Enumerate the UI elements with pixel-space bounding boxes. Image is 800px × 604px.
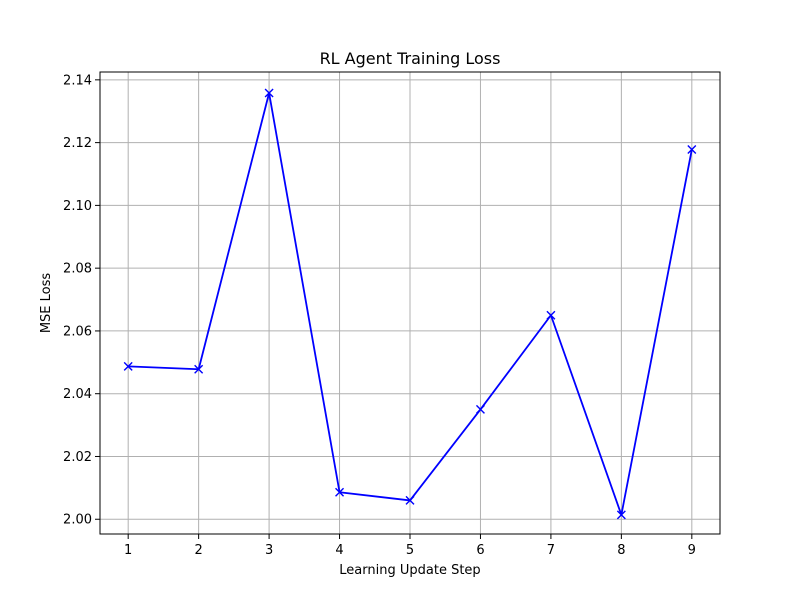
chart-title: RL Agent Training Loss — [320, 49, 501, 68]
y-axis-title: MSE Loss — [39, 273, 54, 334]
grid — [100, 72, 720, 534]
data-point-marker — [616, 510, 626, 520]
y-tick-label: 2.14 — [63, 73, 92, 88]
x-tick-label: 9 — [688, 543, 696, 558]
y-tick-label: 2.06 — [63, 324, 92, 339]
x-tick-label: 3 — [265, 543, 273, 558]
x-tick-label: 6 — [476, 543, 484, 558]
data-point-marker — [546, 310, 556, 320]
data-point-marker — [405, 495, 415, 505]
y-tick-label: 2.02 — [63, 450, 92, 465]
y-tick-label: 2.12 — [63, 136, 92, 151]
series-layer — [123, 88, 697, 520]
y-tick-label: 2.00 — [63, 513, 92, 528]
x-tick-label: 7 — [547, 543, 555, 558]
x-tick-label: 8 — [617, 543, 625, 558]
x-axis-title: Learning Update Step — [339, 563, 480, 578]
x-tick-label: 4 — [335, 543, 343, 558]
data-point-marker — [687, 145, 697, 155]
x-tick-label: 1 — [124, 543, 132, 558]
y-tick-label: 2.08 — [63, 262, 92, 277]
data-point-marker — [123, 361, 133, 371]
data-point-marker — [475, 404, 485, 414]
data-point-marker — [264, 88, 274, 98]
data-point-marker — [194, 364, 204, 374]
x-tick-label: 5 — [406, 543, 414, 558]
data-point-marker — [335, 487, 345, 497]
y-tick-label: 2.10 — [63, 199, 92, 214]
x-tick-label: 2 — [194, 543, 202, 558]
y-tick-label: 2.04 — [63, 387, 92, 402]
y-axis: 2.00 2.02 2.04 2.06 2.08 2.10 2.12 2.14 — [63, 73, 100, 528]
x-axis: 1 2 3 4 5 6 7 8 9 — [124, 534, 696, 558]
